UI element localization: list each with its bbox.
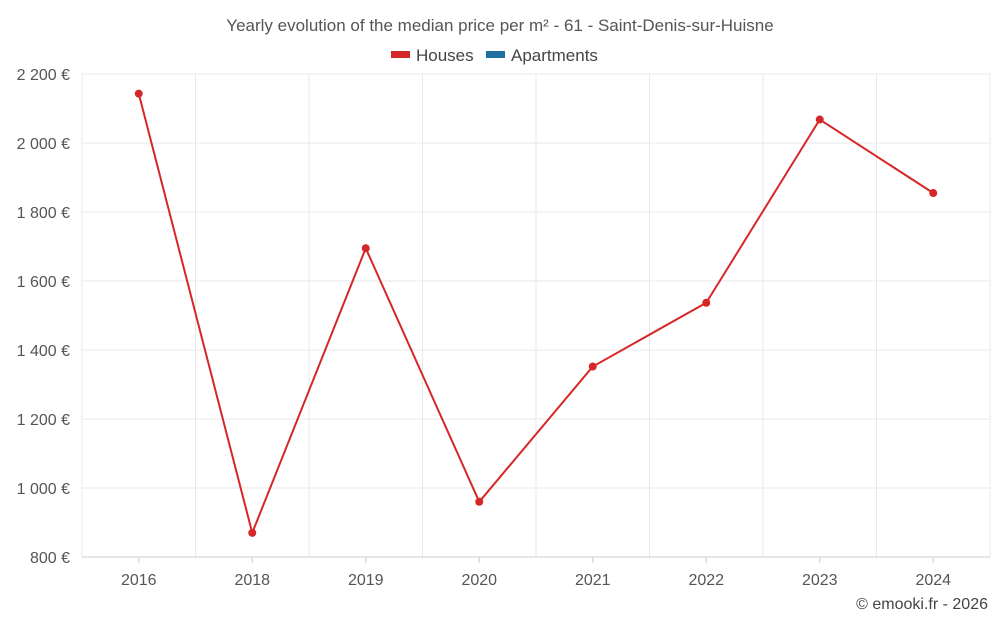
x-tick-label: 2018 (234, 572, 270, 589)
legend-label-houses[interactable]: Houses (416, 46, 474, 65)
legend: Houses Apartments (391, 46, 598, 65)
houses-point-2020[interactable] (475, 497, 484, 506)
y-tick-label: 800 € (30, 550, 70, 567)
x-tick-label: 2023 (802, 572, 838, 589)
legend-swatch-houses (391, 51, 410, 58)
credit-text: © emooki.fr - 2026 (856, 596, 988, 613)
houses-point-2018[interactable] (248, 528, 257, 537)
houses-line (137, 93, 934, 534)
houses-point-2023[interactable] (815, 115, 824, 124)
x-tick-label: 2016 (121, 572, 157, 589)
houses-point-2022[interactable] (702, 298, 711, 307)
legend-swatch-apartments (486, 51, 505, 58)
houses-point-2016[interactable] (134, 89, 143, 98)
x-tick-label: 2024 (915, 572, 951, 589)
y-tick-label: 1 600 € (17, 274, 70, 291)
houses-point-2021[interactable] (588, 362, 597, 371)
series-houses (134, 89, 938, 537)
houses-point-2019[interactable] (361, 244, 370, 253)
axes: 800 € 1 000 € 1 200 € 1 400 € 1 600 € 1 800 €… (17, 67, 990, 589)
y-tick-label: 2 000 € (17, 136, 70, 153)
x-tick-label: 2020 (461, 572, 497, 589)
y-tick-label: 2 200 € (17, 67, 70, 84)
y-tick-label: 1 200 € (17, 412, 70, 429)
x-tick-label: 2022 (688, 572, 724, 589)
y-tick-label: 1 800 € (17, 205, 70, 222)
x-tick-label: 2021 (575, 572, 611, 589)
legend-label-apartments[interactable]: Apartments (511, 46, 598, 65)
chart-title: Yearly evolution of the median price per… (226, 16, 773, 35)
y-tick-label: 1 000 € (17, 481, 70, 498)
x-tick-label: 2019 (348, 572, 384, 589)
grid (81, 73, 991, 557)
houses-point-2024[interactable] (929, 189, 938, 198)
y-tick-label: 1 400 € (17, 343, 70, 360)
